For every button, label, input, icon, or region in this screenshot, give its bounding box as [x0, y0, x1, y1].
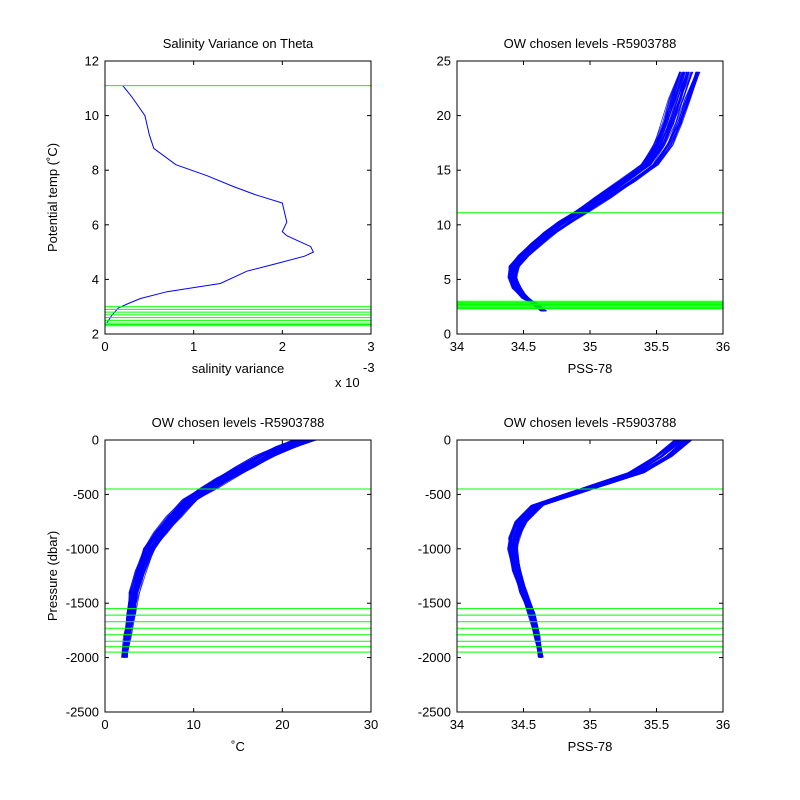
y-tick-label: 10 [437, 217, 451, 232]
y-tick-label: -1000 [418, 541, 451, 556]
chart-panel-2: 34 34.5 35 35.5 36 0 5 10 15 20 25 OW chosen levels… [437, 36, 731, 376]
axes-box [104, 439, 372, 713]
y-tick-label: 6 [92, 217, 99, 232]
x-axis-label: PSS-78 [568, 361, 613, 376]
x-tick-label: 36 [716, 717, 730, 732]
y-axis-label: Potential temp (˚C) [45, 143, 60, 252]
y-tick-label: -2500 [418, 705, 451, 720]
y-tick-label: -1500 [418, 596, 451, 611]
y-tick-label: -2000 [66, 650, 99, 665]
y-tick-label: 25 [437, 54, 451, 69]
y-tick-label: -2500 [66, 705, 99, 720]
plot-area [457, 440, 723, 658]
y-axis-label: Pressure (dbar) [45, 531, 60, 621]
x-tick-label: 36 [716, 339, 730, 354]
x-tick-label: 10 [186, 717, 200, 732]
series-line [106, 85, 315, 324]
x-tick-label: 34 [450, 717, 464, 732]
y-tick-label: 12 [85, 54, 99, 69]
axes-box [104, 60, 372, 335]
plot-area [105, 85, 371, 327]
y-tick-label: -1500 [66, 596, 99, 611]
y-tick-label: 2 [92, 327, 99, 342]
chart-panel-4: 34 34.5 35 35.5 36 -2500 -2000 -1500 -1000 -500 0 O… [418, 415, 730, 754]
x-axis-multiplier: x 10 [335, 375, 360, 390]
y-tick-label: -2000 [418, 650, 451, 665]
x-axis-label: PSS-78 [568, 739, 613, 754]
y-tick-label: -1000 [66, 541, 99, 556]
y-tick-label: 0 [92, 433, 99, 448]
y-tick-label: 10 [85, 108, 99, 123]
profile-line [512, 71, 686, 312]
chart-title: Salinity Variance on Theta [163, 36, 314, 51]
chart-panel-3: 0 10 20 30 -2500 -2000 -1500 -1000 -500 0 OW chose… [45, 415, 378, 754]
x-axis-label: salinity variance [192, 361, 285, 376]
chart-title: OW chosen levels -R5903788 [504, 415, 677, 430]
x-tick-label: 34.5 [511, 339, 536, 354]
x-tick-label: 34 [450, 339, 464, 354]
x-tick-label: 34.5 [511, 717, 536, 732]
profile-line [511, 440, 681, 658]
chart-title: OW chosen levels -R5903788 [504, 36, 677, 51]
y-tick-label: 4 [92, 272, 99, 287]
profile-line [513, 440, 687, 658]
profile-line [514, 71, 700, 312]
plot-area [457, 71, 723, 312]
profile-line [126, 440, 316, 658]
y-tick-label: 5 [444, 272, 451, 287]
x-tick-label: 35 [583, 339, 597, 354]
profile-line [515, 440, 692, 658]
x-tick-label: 2 [279, 339, 286, 354]
x-axis-multiplier-exponent: -3 [363, 360, 375, 375]
plot-area [105, 440, 371, 658]
profile-line [125, 440, 306, 658]
y-tick-label: 8 [92, 163, 99, 178]
y-tick-label: -500 [73, 487, 99, 502]
x-tick-label: 35.5 [644, 339, 669, 354]
y-tick-label: 20 [437, 108, 451, 123]
x-tick-label: 35.5 [644, 717, 669, 732]
x-tick-label: 1 [190, 339, 197, 354]
chart-title: OW chosen levels -R5903788 [152, 415, 325, 430]
y-tick-label: 0 [444, 433, 451, 448]
y-tick-label: -500 [425, 487, 451, 502]
x-axis-label: ˚C [231, 739, 245, 754]
profile-line [123, 440, 312, 658]
x-tick-label: 0 [101, 339, 108, 354]
profile-line [121, 440, 299, 658]
profile-line [508, 71, 681, 312]
x-tick-label: 35 [583, 717, 597, 732]
x-tick-label: 0 [101, 717, 108, 732]
profile-line [508, 440, 678, 658]
x-tick-label: 20 [275, 717, 289, 732]
x-tick-label: 30 [364, 717, 378, 732]
y-tick-label: 0 [444, 327, 451, 342]
profile-line [514, 71, 697, 312]
y-tick-label: 15 [437, 163, 451, 178]
x-tick-label: 3 [367, 339, 374, 354]
